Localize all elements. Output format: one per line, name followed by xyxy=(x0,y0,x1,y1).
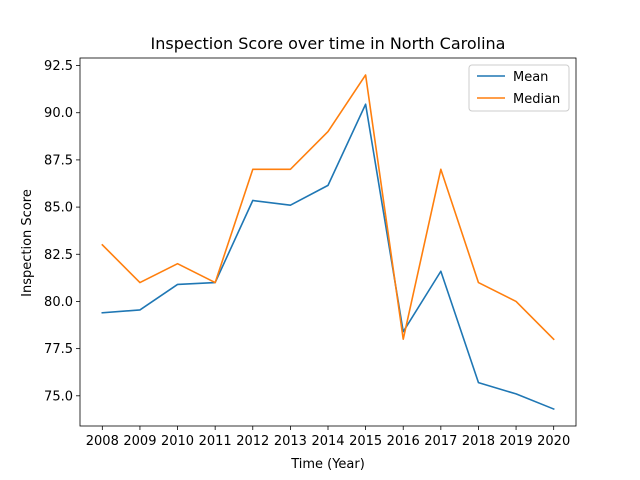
y-tick-label: 85.0 xyxy=(44,201,73,216)
axes-frame xyxy=(79,57,577,427)
x-tick-label: 2008 xyxy=(86,434,119,449)
y-tick-label: 87.5 xyxy=(44,153,73,168)
legend: Mean Median xyxy=(468,64,570,112)
series-line-median xyxy=(101,74,555,341)
y-tick-label: 90.0 xyxy=(44,106,73,121)
y-tick-label: 80.0 xyxy=(44,295,73,310)
y-tick-label: 92.5 xyxy=(44,59,73,74)
x-tick-label: 2010 xyxy=(161,434,194,449)
x-tick-label: 2016 xyxy=(387,434,420,449)
x-tick-label: 2015 xyxy=(349,434,382,449)
chart-title: Inspection Score over time in North Caro… xyxy=(151,34,506,53)
x-tick-label: 2013 xyxy=(274,434,307,449)
x-tick-label: 2009 xyxy=(123,434,156,449)
x-tick-label: 2019 xyxy=(500,434,533,449)
x-tick-label: 2014 xyxy=(311,434,344,449)
y-tick-label: 75.0 xyxy=(44,389,73,404)
legend-label-mean: Mean xyxy=(513,70,548,85)
legend-label-median: Median xyxy=(513,92,560,107)
series-line-mean xyxy=(101,103,555,411)
y-axis-label: Inspection Score xyxy=(20,189,35,297)
x-tick-label: 2017 xyxy=(424,434,457,449)
x-tick-label: 2018 xyxy=(462,434,495,449)
x-axis-label: Time (Year) xyxy=(290,457,365,472)
plot-area: 2008 2009 2010 2011 2012 2013 2014 2015 2016 2017… xyxy=(44,57,577,449)
x-tick-label: 2020 xyxy=(537,434,570,449)
x-tick-label: 2011 xyxy=(199,434,232,449)
y-tick-label: 82.5 xyxy=(44,248,73,263)
x-tick-label: 2012 xyxy=(236,434,269,449)
y-tick-label: 77.5 xyxy=(44,342,73,357)
